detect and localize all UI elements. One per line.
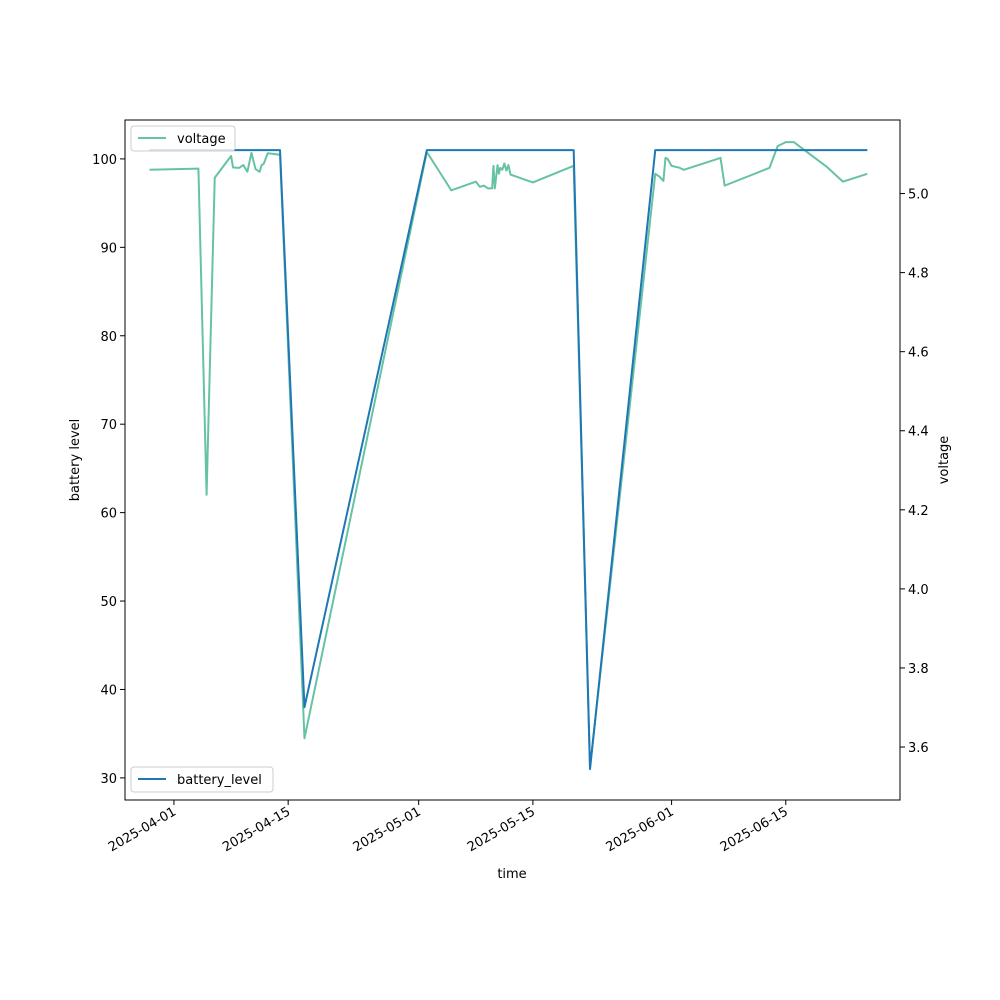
y-axis-right-label: voltage [937, 436, 952, 485]
y-right-tick-label: 4.0 [908, 583, 929, 598]
y-axis-right: 3.6 3.8 4.0 4.2 4.4 4.6 4.8 5.0 [900, 188, 929, 756]
legend-voltage-box [130, 125, 236, 152]
y-right-tick-label: 4.4 [908, 425, 929, 440]
y-right-tick-label: 3.8 [908, 662, 929, 677]
legend-voltage-label: voltage [177, 132, 226, 147]
x-tick-label: 2025-06-01 [604, 804, 677, 855]
series-line-battery-level [149, 149, 868, 771]
y-left-tick-label: 70 [100, 418, 117, 433]
y-axis-left-label: battery level [68, 419, 83, 502]
y-left-tick-label: 40 [100, 683, 117, 698]
y-left-tick-label: 80 [100, 330, 117, 345]
y-axis-left: 30 40 50 60 70 80 90 100 [92, 153, 125, 787]
legend-battery-box [130, 766, 274, 793]
legend-battery-label: battery_level [177, 773, 262, 788]
series-layer [149, 141, 868, 771]
y-right-tick-label: 4.6 [908, 346, 929, 361]
y-right-tick-label: 3.6 [908, 741, 929, 756]
y-left-tick-label: 50 [100, 595, 117, 610]
y-right-tick-label: 4.2 [908, 504, 929, 519]
x-axis: 2025-04-01 2025-04-15 2025-05-01 2025-05-15… [106, 800, 791, 855]
legend-battery: battery_level [130, 766, 274, 793]
y-right-tick-label: 5.0 [908, 188, 929, 203]
y-left-tick-label: 100 [92, 153, 117, 168]
x-tick-label: 2025-06-15 [718, 804, 791, 855]
legend-voltage: voltage [130, 125, 236, 152]
series-line-voltage [149, 141, 868, 769]
y-left-tick-label: 90 [100, 241, 117, 256]
y-left-tick-label: 60 [100, 507, 117, 522]
x-axis-label: time [497, 867, 526, 882]
plot-area [124, 119, 901, 801]
x-tick-label: 2025-04-15 [220, 804, 293, 855]
y-left-tick-label: 30 [100, 772, 117, 787]
x-tick-label: 2025-04-01 [106, 804, 179, 855]
y-right-tick-label: 4.8 [908, 267, 929, 282]
plot-frame [124, 119, 901, 801]
x-tick-label: 2025-05-15 [465, 804, 538, 855]
x-tick-label: 2025-05-01 [351, 804, 424, 855]
